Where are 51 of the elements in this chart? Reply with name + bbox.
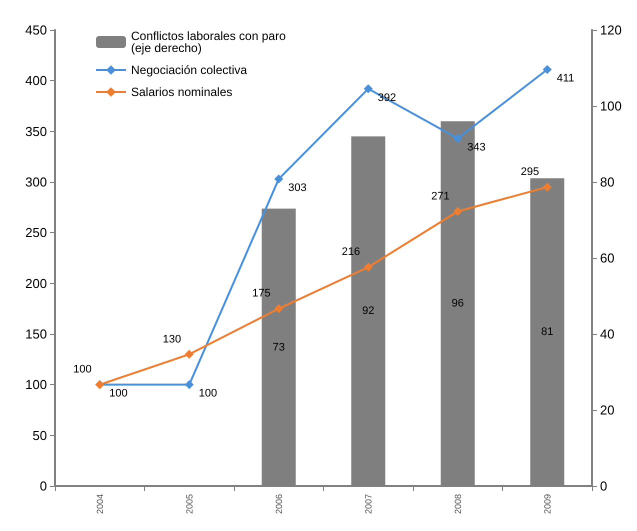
point xyxy=(364,84,373,94)
y2-tick-label: 60 xyxy=(600,250,614,266)
point xyxy=(364,262,373,272)
y2-tick-label: 0 xyxy=(600,478,608,494)
y-tick-label: 0 xyxy=(40,478,47,494)
y2-tick-label: 100 xyxy=(600,98,622,114)
point xyxy=(542,182,552,192)
point xyxy=(184,380,194,390)
x-tick-label: 2007 xyxy=(363,494,374,514)
data-label: 216 xyxy=(342,246,360,258)
y2-tick-label: 40 xyxy=(600,326,614,342)
point xyxy=(542,65,552,74)
data-label: 295 xyxy=(520,166,540,178)
legend-label: Conflictos laborales con paro (eje derecho) xyxy=(131,29,286,55)
point xyxy=(453,206,462,216)
data-label: 100 xyxy=(73,364,92,376)
y-tick-label: 100 xyxy=(25,377,47,392)
data-label: 411 xyxy=(556,72,574,85)
y-tick-label: 450 xyxy=(25,22,47,38)
data-label: 92 xyxy=(362,305,374,318)
data-label: 100 xyxy=(109,388,128,400)
y-tick-label: 150 xyxy=(25,326,47,342)
y-tick-label: 250 xyxy=(25,225,47,240)
legend-label: Negociación colectiva xyxy=(131,63,248,77)
x-tick-label: 2009 xyxy=(542,494,552,514)
data-label: 271 xyxy=(431,190,450,202)
data-label: 175 xyxy=(252,288,271,300)
legend-label: Salarios nominales xyxy=(131,85,232,99)
y2-tick-label: 20 xyxy=(600,402,614,418)
data-label: 303 xyxy=(288,182,307,194)
y2-tick-label: 120 xyxy=(600,22,622,38)
data-label: 130 xyxy=(162,333,182,346)
x-tick-label: 2008 xyxy=(452,494,463,514)
y-tick-label: 200 xyxy=(25,276,47,291)
x-tick-label: 2006 xyxy=(274,494,284,514)
y-tick-label: 50 xyxy=(32,428,47,443)
point xyxy=(184,350,194,359)
y2-tick-label: 80 xyxy=(600,174,614,190)
data-label: 96 xyxy=(452,298,464,310)
point xyxy=(274,174,284,184)
point xyxy=(274,304,284,314)
point xyxy=(453,134,462,143)
data-label: 81 xyxy=(541,326,554,338)
x-tick-label: 2004 xyxy=(94,494,105,514)
data-label: 343 xyxy=(467,141,486,154)
y-tick-label: 300 xyxy=(25,174,47,190)
y-tick-label: 350 xyxy=(25,124,47,139)
x-tick-label: 2005 xyxy=(184,494,194,514)
y-tick-label: 400 xyxy=(25,73,47,88)
data-label: 73 xyxy=(272,341,285,354)
data-label: 100 xyxy=(198,388,218,400)
